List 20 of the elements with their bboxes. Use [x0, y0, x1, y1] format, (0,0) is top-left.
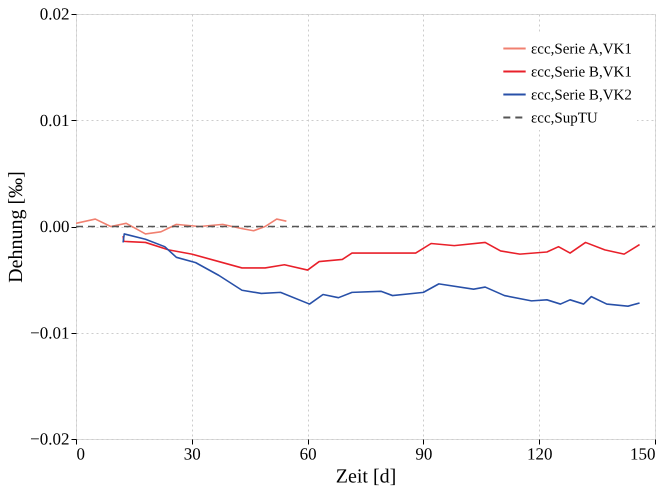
x-tick-label: 30 [184, 444, 201, 464]
y-tick-label: 0.02 [40, 4, 70, 24]
legend-label: εcc,Serie A,VK1 [531, 42, 632, 58]
y-tick-label: −0.01 [30, 323, 70, 342]
x-tick-label: 90 [415, 444, 432, 464]
line-series [122, 235, 640, 271]
x-tick-label: 150 [630, 444, 656, 464]
x-tick-label: 60 [300, 444, 317, 464]
x-tick-label: 120 [526, 444, 552, 464]
y-tick-label: 0.00 [40, 217, 70, 236]
legend-label: εcc,Serie B,VK2 [531, 88, 632, 104]
legend-label: εcc,SupTU [531, 110, 598, 126]
y-axis-title: Dehnung [‰] [5, 171, 28, 283]
y-tick-label: 0.01 [40, 110, 70, 130]
legend-label: εcc,Serie B,VK1 [531, 64, 632, 80]
x-axis-title: Zeit [d] [336, 466, 396, 488]
line-series [76, 218, 288, 235]
x-tick-label: 0 [76, 444, 85, 464]
line-series [122, 233, 640, 307]
y-tick-label: −0.02 [30, 430, 70, 448]
